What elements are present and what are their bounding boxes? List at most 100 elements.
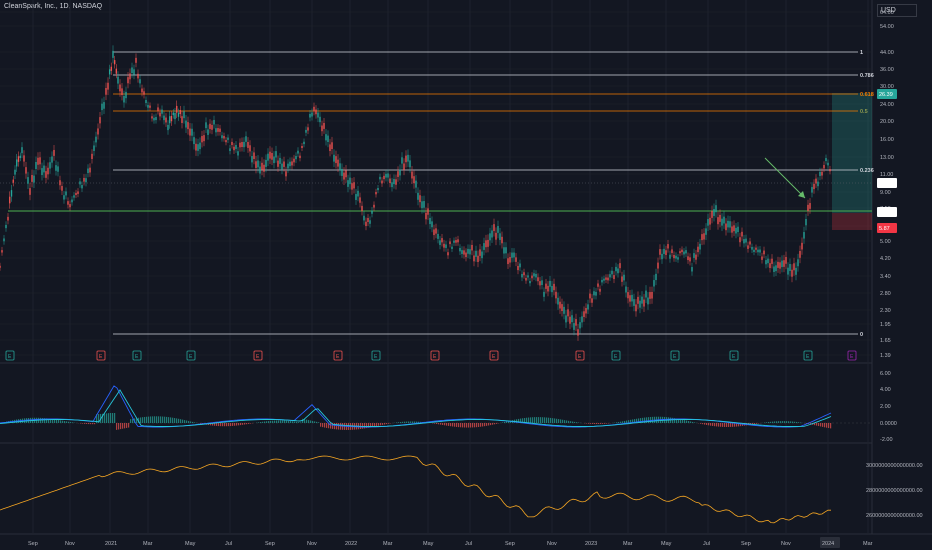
macd-histogram-bar — [178, 418, 180, 423]
candle-body — [323, 122, 325, 129]
macd-histogram-bar — [544, 417, 546, 423]
macd-histogram-bar — [302, 418, 304, 423]
macd-histogram-bar — [716, 423, 718, 427]
macd-histogram-bar — [222, 423, 224, 427]
candle-body — [739, 237, 741, 243]
candle-body — [93, 145, 95, 151]
candle-body — [12, 179, 14, 183]
macd-histogram-bar — [170, 417, 172, 423]
macd-histogram-bar — [770, 421, 772, 423]
candle-body — [223, 135, 225, 139]
macd-histogram-bar — [274, 420, 276, 423]
candle-body — [567, 309, 569, 317]
candle-body — [559, 301, 561, 309]
macd-histogram-bar — [560, 419, 562, 423]
candle-body — [157, 107, 159, 111]
candle-body — [625, 286, 627, 293]
candle-body — [771, 258, 773, 264]
macd-histogram-bar — [218, 423, 220, 427]
candle-body — [697, 246, 699, 253]
macd-histogram-bar — [50, 418, 52, 423]
macd-histogram-bar — [312, 420, 314, 423]
candle-body — [155, 117, 157, 121]
macd-histogram-bar — [684, 420, 686, 423]
candle-body — [317, 112, 319, 118]
earnings-event-icon — [186, 350, 196, 361]
candle-body — [623, 274, 625, 281]
macd-histogram-bar — [190, 421, 192, 423]
candle-body — [815, 178, 817, 184]
candle-body — [353, 182, 355, 189]
macd-line — [0, 385, 832, 428]
current-date-label: 2024 — [822, 541, 834, 547]
macd-histogram-bar — [618, 422, 620, 423]
candle-body — [773, 266, 775, 272]
candle-body — [275, 151, 277, 158]
candle-body — [81, 185, 83, 189]
macd-histogram-bar — [310, 420, 312, 423]
candle-body — [465, 252, 467, 258]
candle-body — [805, 218, 807, 226]
candle-body — [137, 73, 139, 79]
price-axis-label: 36.00 — [880, 67, 894, 73]
candle-body — [95, 136, 97, 143]
candle-body — [431, 221, 433, 228]
macd-histogram-bar — [538, 417, 540, 423]
candle-body — [65, 191, 67, 196]
candle-body — [633, 299, 635, 306]
candle-body — [113, 60, 116, 65]
candle-body — [557, 297, 559, 305]
macd-histogram-bar — [238, 423, 240, 426]
candle-body — [289, 161, 291, 167]
macd-histogram-bar — [470, 423, 472, 428]
candle-body — [89, 167, 91, 173]
candle-body — [605, 277, 607, 280]
time-axis-label: Mar — [623, 541, 633, 547]
candle-body — [699, 243, 701, 250]
macd-histogram-bar — [98, 414, 100, 423]
candle-body — [427, 208, 429, 215]
currency-button[interactable]: USD — [877, 4, 917, 17]
macd-histogram-bar — [184, 420, 186, 423]
macd-histogram-bar — [460, 423, 462, 428]
candle-body — [615, 266, 617, 272]
macd-histogram-bar — [294, 421, 296, 423]
candle-body — [791, 269, 793, 277]
candle-body — [821, 171, 823, 176]
candle-body — [147, 105, 149, 108]
candle-body — [731, 226, 733, 233]
candle-body — [347, 180, 349, 187]
macd-histogram-bar — [58, 419, 60, 423]
candle-body — [675, 255, 677, 259]
candle-body — [31, 175, 33, 182]
candle-body — [327, 135, 329, 142]
candle-body — [753, 249, 755, 253]
candle-body — [655, 273, 657, 281]
macd-histogram-bar — [84, 423, 86, 424]
macd-histogram-bar — [700, 423, 702, 424]
time-axis-label: Nov — [307, 541, 317, 547]
price-axis-label: 13.00 — [880, 155, 894, 161]
price-axis-label: 2.30 — [880, 308, 891, 314]
macd-histogram-bar — [120, 423, 122, 430]
macd-histogram-bar — [268, 421, 270, 423]
candle-body — [233, 146, 235, 151]
candle-body — [643, 299, 645, 307]
candle-body — [61, 186, 63, 191]
macd-histogram-bar — [740, 423, 742, 427]
candle-body — [303, 141, 305, 145]
macd-histogram-bar — [706, 423, 708, 425]
price-tag-label: 7.08 — [879, 210, 890, 216]
candle-body — [243, 141, 245, 148]
candle-body — [777, 261, 779, 268]
macd-histogram-bar — [526, 417, 528, 423]
candle-body — [55, 165, 57, 171]
macd-histogram-bar — [66, 421, 68, 423]
macd-histogram-bar — [382, 423, 384, 425]
candle-body — [129, 73, 131, 80]
candle-body — [767, 258, 769, 264]
macd-histogram-bar — [322, 423, 324, 428]
candle-body — [641, 296, 643, 304]
candle-body — [375, 191, 377, 195]
